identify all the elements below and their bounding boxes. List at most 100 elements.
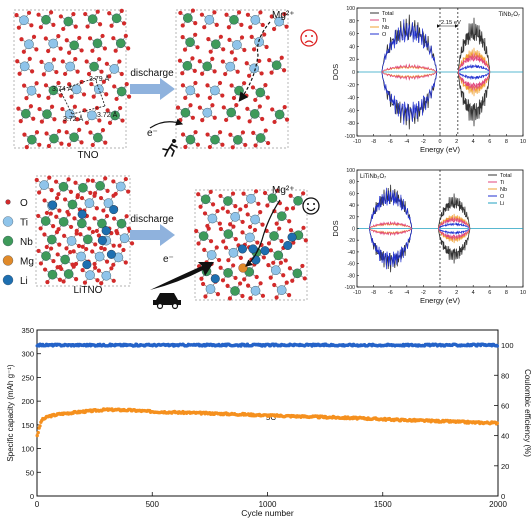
ti-atom <box>39 180 49 190</box>
o-atom <box>231 263 236 268</box>
o-atom <box>90 142 95 148</box>
o-atom <box>129 241 135 246</box>
o-atom <box>84 120 89 125</box>
o-atom <box>42 198 47 203</box>
nb-atom <box>233 135 243 145</box>
ti-atom <box>115 181 126 192</box>
nb-atom <box>223 268 233 278</box>
o-atom <box>73 24 78 29</box>
o-atom <box>266 241 272 246</box>
y-tick-label: -60 <box>348 108 356 114</box>
o-atom <box>93 242 98 247</box>
legend-label-total: Total <box>500 173 512 179</box>
y-tick-label: 0 <box>30 492 34 501</box>
x-tick-label: 8 <box>505 139 508 145</box>
o-atom <box>53 179 59 184</box>
o-atom <box>206 226 211 231</box>
o-atom <box>72 104 77 109</box>
discharge-arrow-top: discharge <box>130 68 175 100</box>
litno-label: LiTNO <box>74 285 103 296</box>
o-atom <box>31 34 37 39</box>
o-atom <box>198 204 203 209</box>
o-atom <box>217 80 223 86</box>
o-atom <box>76 243 82 249</box>
nb-atom <box>92 38 103 49</box>
o-atom <box>260 222 265 227</box>
x-tick-label: 10 <box>520 139 526 145</box>
o-atom <box>247 73 252 78</box>
nb-atom <box>116 86 127 97</box>
o-atom <box>202 211 208 216</box>
o-atom <box>269 14 274 19</box>
o-atom <box>14 13 19 18</box>
o-atom <box>301 225 306 230</box>
nb-atom <box>276 211 287 221</box>
nb-atom <box>274 109 285 120</box>
o-legend-marker <box>5 199 11 205</box>
tno-structure-left <box>13 8 132 150</box>
o-atom <box>105 188 110 194</box>
o-atom <box>208 189 213 194</box>
plot-frame <box>36 329 499 497</box>
nb-atom <box>97 218 107 229</box>
ti-atom <box>65 61 75 72</box>
o-atom <box>262 190 268 196</box>
o-atom <box>183 95 188 100</box>
o-atom <box>62 119 67 124</box>
o-atom <box>62 233 67 238</box>
ti-dos-curve <box>437 228 471 241</box>
o-atom <box>109 266 114 271</box>
o-atom <box>66 142 72 147</box>
capacity-point <box>35 433 39 438</box>
nb-atom <box>48 85 59 96</box>
nb-atom <box>93 132 103 143</box>
y2-tick-label: 20 <box>501 462 509 471</box>
total-dos-curve <box>457 71 491 127</box>
o-atom <box>91 94 96 99</box>
o-atom <box>254 274 259 280</box>
nb-atom <box>58 217 69 227</box>
chart-title: TiNb₂O₇ <box>498 12 520 18</box>
ti-dos-curve <box>437 216 471 229</box>
ti-atom <box>228 247 239 258</box>
nb-atom <box>269 231 279 241</box>
o-atom <box>229 83 234 88</box>
o-atom <box>175 105 181 110</box>
o-atom <box>75 117 80 122</box>
x-tick-label: 2 <box>455 290 458 296</box>
ti-dos-curve <box>381 71 437 81</box>
car-icon <box>153 293 181 310</box>
ti-legend-label: Ti <box>20 218 28 229</box>
legend-label-o: O <box>500 194 505 200</box>
o-atom <box>279 238 284 244</box>
o-atom <box>220 59 225 64</box>
o-atom <box>55 252 60 257</box>
o-atom <box>210 202 216 207</box>
o-atom <box>252 227 258 233</box>
electron-label-bottom: e⁻ <box>163 254 174 265</box>
o-atom <box>199 276 204 281</box>
o-atom <box>44 131 49 136</box>
o-atom <box>101 208 106 213</box>
o-atom <box>271 260 276 265</box>
o-atom <box>94 228 99 234</box>
o-atom <box>220 206 225 211</box>
ti-atom <box>250 285 261 296</box>
o-atom <box>49 104 55 109</box>
legend-label-total: Total <box>382 11 394 17</box>
nb-atom <box>78 182 88 193</box>
o-atom <box>193 80 198 86</box>
y-axis-label: Specific capacity (mAh g⁻¹) <box>6 364 15 461</box>
band-gap-label: 2.15 eV <box>441 20 461 26</box>
mg-ion-label-top: Mg²⁺ <box>272 10 295 21</box>
o-atom <box>89 81 94 87</box>
o-atom <box>228 222 233 227</box>
o-atom <box>84 59 89 64</box>
o-atom <box>95 278 100 283</box>
ti-atom <box>94 251 105 262</box>
o-atom <box>68 189 74 194</box>
o-atom <box>126 94 132 99</box>
nb-atom <box>110 110 120 121</box>
o-atom <box>57 208 62 213</box>
nb-legend-marker <box>2 235 14 247</box>
